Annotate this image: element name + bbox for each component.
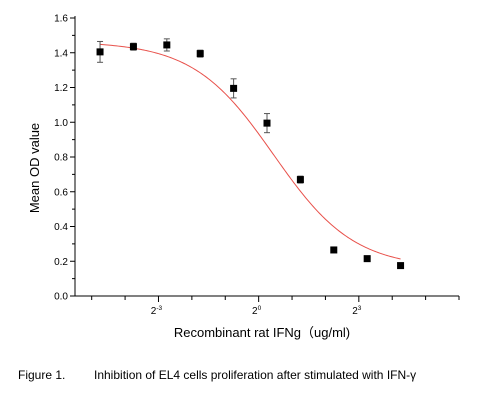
data-point <box>263 119 271 127</box>
dose-response-chart: 0.0 0.2 0.4 0.6 0.8 1.0 1.2 1.4 1.6 2-3 20 23 Mean … <box>27 14 460 340</box>
y-tick-label: 0.4 <box>54 222 68 233</box>
y-tick-label: 0.8 <box>54 153 68 164</box>
y-tick-label: 1.0 <box>54 118 68 129</box>
x-tick-label: 23 <box>352 305 362 317</box>
fit-curve <box>100 43 401 260</box>
y-tick-label: 0.0 <box>54 292 68 303</box>
x-tick-label: 20 <box>252 305 262 317</box>
x-tick-label: 2-3 <box>151 305 163 317</box>
data-point <box>230 84 238 92</box>
y-tick-label: 1.4 <box>54 48 68 59</box>
y-tick-label: 1.2 <box>54 83 68 94</box>
figure-caption: Figure 1. Inhibition of EL4 cells prolife… <box>18 368 416 382</box>
figure-caption-label: Figure 1. <box>18 368 66 382</box>
x-axis-title: Recombinant rat IFNg（ug/ml) <box>174 325 350 340</box>
data-point <box>296 176 304 184</box>
data-point <box>330 246 338 254</box>
data-point <box>397 262 405 270</box>
axes: 0.0 0.2 0.4 0.6 0.8 1.0 1.2 1.4 1.6 2-3 20 23 <box>54 14 460 317</box>
data-point <box>129 43 137 51</box>
data-point <box>96 48 104 56</box>
data-points-layer <box>96 38 405 270</box>
figure-caption-text: Inhibition of EL4 cells proliferation af… <box>94 368 417 382</box>
y-tick-label: 0.6 <box>54 187 68 198</box>
y-tick-label: 0.2 <box>54 257 68 268</box>
fit-curve-layer <box>100 43 401 260</box>
y-tick-label: 1.6 <box>54 14 68 25</box>
data-point <box>163 41 171 49</box>
y-axis-title: Mean OD value <box>27 123 42 213</box>
data-point <box>363 255 371 263</box>
data-point <box>196 50 204 58</box>
